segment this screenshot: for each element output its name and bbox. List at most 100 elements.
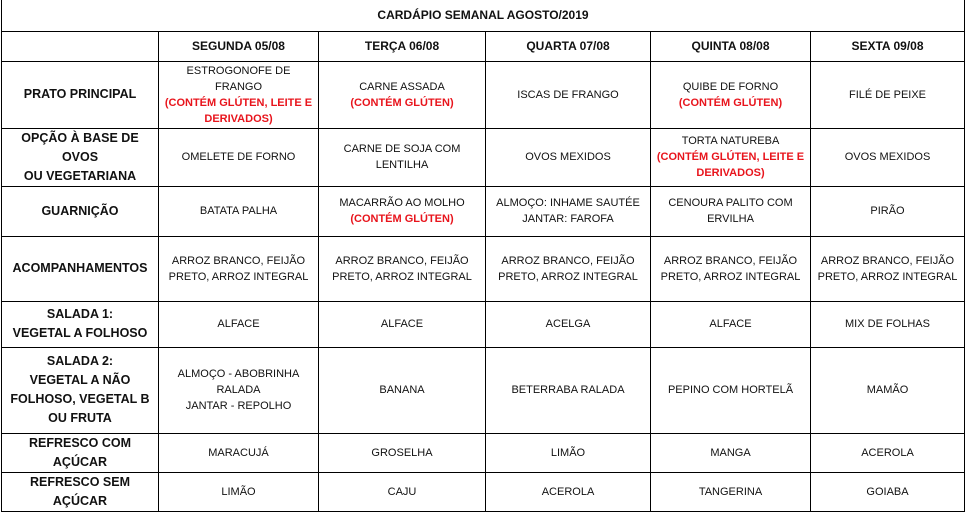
dish-text: LENTILHA (375, 159, 429, 171)
dish-text: BANANA (379, 384, 425, 396)
dish-text: ALFACE (709, 318, 752, 330)
row-label: ACOMPANHAMENTOS (1, 235, 159, 302)
menu-cell: LIMÃO (158, 471, 319, 512)
day-header: TERÇA 06/08 (318, 30, 486, 62)
menu-cell: TANGERINA (650, 471, 811, 512)
dish-text: QUIBE DE FORNO (682, 80, 779, 93)
menu-cell: ALMOÇO - ABOBRINHA RALADA JANTAR - REPOLHO (158, 346, 319, 434)
row-label: REFRESCO SEM AÇÚCAR (1, 471, 159, 512)
menu-cell: ARROZ BRANCO, FEIJÃO PRETO, ARROZ INTEGRA… (485, 235, 651, 302)
menu-cell: OMELETE DE FORNO (158, 127, 319, 187)
row-label-line: VEGETAL A FOLHOSO (12, 326, 148, 340)
dish-text: CARNE DE SOJA COM (343, 143, 461, 155)
dish-text: OVOS MEXIDOS (525, 151, 611, 163)
dish-text: ALMOÇO: INHAME SAUTÉE (496, 197, 640, 209)
menu-cell: MACARRÃO AO MOLHO (CONTÉM GLÚTEN) (318, 185, 486, 237)
row-label: REFRESCO COM AÇÚCAR (1, 432, 159, 473)
dish-text: ESTROGONOFE DE FRANGO (186, 64, 291, 93)
dish-text: ACEROLA (541, 485, 595, 498)
allergen-warning: DERIVADOS) (204, 112, 273, 125)
row-label-line: OU FRUTA (48, 411, 112, 425)
row-label-line: SALADA 2: (46, 354, 114, 368)
menu-cell: OVOS MEXIDOS (810, 127, 965, 187)
menu-row: ACOMPANHAMENTOS ARROZ BRANCO, FEIJÃO PRETO… (1, 235, 965, 302)
menu-row: PRATO PRINCIPAL ESTROGONOFE DE FRANGO (CON… (1, 60, 965, 129)
dish-text: BETERRABA RALADA (511, 384, 625, 396)
row-label-line: REFRESCO SEM AÇÚCAR (29, 474, 130, 508)
dish-text: ARROZ BRANCO, FEIJÃO (335, 254, 469, 267)
menu-row: REFRESCO COM AÇÚCAR MARACUJÁ GROSELHA LIMÃO… (1, 432, 965, 473)
menu-cell: CAJU (318, 471, 486, 512)
allergen-warning: DERIVADOS) (696, 167, 765, 179)
menu-cell: PEPINO COM HORTELÃ (650, 346, 811, 434)
day-header-row: SEGUNDA 05/08 TERÇA 06/08 QUARTA 07/08 QUIN… (1, 30, 965, 62)
menu-cell: ACEROLA (810, 432, 965, 473)
allergen-warning: (CONTÉM GLÚTEN) (678, 96, 783, 109)
dish-text: JANTAR: FAROFA (522, 213, 614, 225)
row-label: SALADA 2: VEGETAL A NÃO FOLHOSO, VEGETAL B… (1, 346, 159, 434)
dish-text: TORTA NATUREBA (681, 135, 780, 147)
dish-text: ARROZ BRANCO, FEIJÃO (501, 254, 635, 267)
row-label-line: GUARNIÇÃO (41, 203, 119, 218)
day-header: QUINTA 08/08 (650, 30, 811, 62)
day-header: SEXTA 09/08 (810, 30, 965, 62)
row-label-line: VEGETAL A NÃO (29, 373, 131, 387)
menu-cell: ALFACE (158, 300, 319, 348)
menu-cell: FILÉ DE PEIXE (810, 60, 965, 129)
menu-row: GUARNIÇÃO BATATA PALHA MACARRÃO AO MOLHO (C… (1, 185, 965, 237)
menu-row: SALADA 2: VEGETAL A NÃO FOLHOSO, VEGETAL B… (1, 346, 965, 434)
dish-text: CAJU (387, 485, 417, 498)
menu-cell: ARROZ BRANCO, FEIJÃO PRETO, ARROZ INTEGRA… (318, 235, 486, 302)
row-label: PRATO PRINCIPAL (1, 60, 159, 129)
dish-text: CARNE ASSADA (359, 80, 445, 93)
dish-text: TANGERINA (698, 485, 763, 498)
dish-text: LIMÃO (221, 485, 256, 498)
dish-text: ARROZ BRANCO, FEIJÃO (820, 254, 955, 267)
dish-text: PRETO, ARROZ INTEGRAL (332, 270, 472, 283)
dish-text: ALFACE (380, 318, 424, 330)
dish-text: JANTAR - REPOLHO (185, 400, 292, 412)
menu-cell: GOIABA (810, 471, 965, 512)
dish-text: ARROZ BRANCO, FEIJÃO (663, 254, 798, 267)
dish-text: PRETO, ARROZ INTEGRAL (168, 270, 309, 283)
menu-cell: ARROZ BRANCO, FEIJÃO PRETO, ARROZ INTEGRA… (158, 235, 319, 302)
dish-text: MACARRÃO AO MOLHO (339, 197, 465, 209)
menu-row: SALADA 1: VEGETAL A FOLHOSO ALFACE ALFACE AC… (1, 300, 965, 348)
menu-cell: ESTROGONOFE DE FRANGO (CONTÉM GLÚTEN, LEI… (158, 60, 319, 129)
menu-cell: MARACUJÁ (158, 432, 319, 473)
menu-cell: PIRÃO (810, 185, 965, 237)
menu-cell: ACELGA (485, 300, 651, 348)
row-label-line: FOLHOSO, VEGETAL B (10, 392, 150, 406)
row-label-line: ACOMPANHAMENTOS (12, 261, 148, 275)
day-header: QUARTA 07/08 (485, 30, 651, 62)
dish-text: OMELETE DE FORNO (181, 151, 296, 163)
dish-text: MARACUJÁ (208, 446, 269, 459)
menu-cell: MANGA (650, 432, 811, 473)
dish-text: ACELGA (545, 318, 591, 330)
allergen-warning: (CONTÉM GLÚTEN) (350, 96, 454, 109)
menu-cell: MAMÃO (810, 346, 965, 434)
row-label-line: OPÇÃO À BASE DE OVOS (21, 130, 139, 164)
dish-text: GROSELHA (371, 446, 433, 459)
dish-text: ALMOÇO - ABOBRINHA (177, 368, 300, 380)
menu-cell: ACEROLA (485, 471, 651, 512)
menu-cell: LIMÃO (485, 432, 651, 473)
menu-cell: CARNE DE SOJA COM LENTILHA (318, 127, 486, 187)
menu-cell: CARNE ASSADA (CONTÉM GLÚTEN) (318, 60, 486, 129)
menu-cell: ARROZ BRANCO, FEIJÃO PRETO, ARROZ INTEGRA… (810, 235, 965, 302)
menu-cell: TORTA NATUREBA (CONTÉM GLÚTEN, LEITE E DER… (650, 127, 811, 187)
menu-cell: OVOS MEXIDOS (485, 127, 651, 187)
menu-cell: MIX DE FOLHAS (810, 300, 965, 348)
dish-text: OVOS MEXIDOS (844, 151, 931, 163)
dish-text: FILÉ DE PEIXE (848, 88, 927, 101)
empty-corner-cell (1, 30, 159, 62)
dish-text: RALADA (216, 384, 261, 396)
menu-cell: BATATA PALHA (158, 185, 319, 237)
menu-cell: QUIBE DE FORNO (CONTÉM GLÚTEN) (650, 60, 811, 129)
menu-title: CARDÁPIO SEMANAL AGOSTO/2019 (1, 0, 965, 32)
allergen-warning: (CONTÉM GLÚTEN) (350, 213, 454, 225)
dish-text: PRETO, ARROZ INTEGRAL (498, 270, 638, 283)
dish-text: LIMÃO (550, 446, 586, 459)
dish-text: GOIABA (866, 485, 909, 498)
row-label: SALADA 1: VEGETAL A FOLHOSO (1, 300, 159, 348)
